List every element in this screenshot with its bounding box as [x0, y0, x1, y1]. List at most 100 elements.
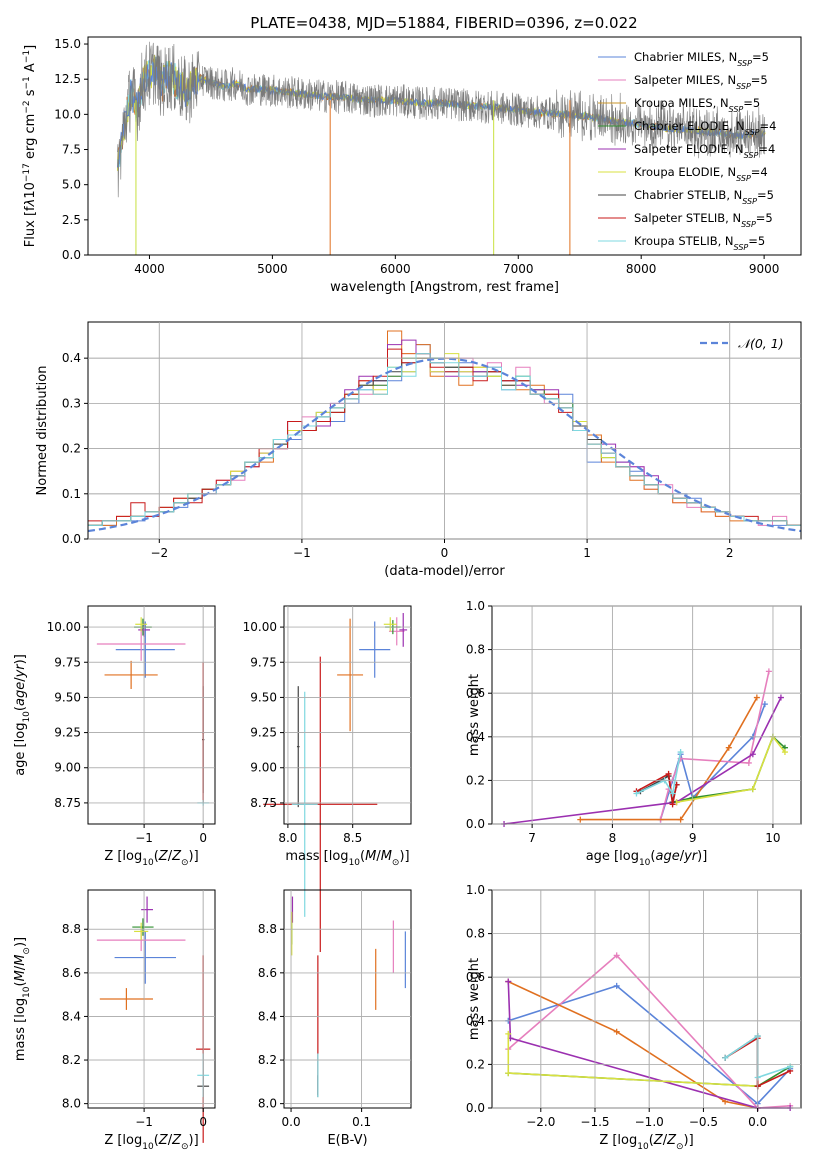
chart-residual-histogram: −2 −1 0 1 2 0.0 0.1 0.2 0.3 0.4 (data-model)/error…	[35, 321, 802, 579]
chart-mass-vs-EBV: 0.0 0.1 8.0 8.2 8.4 8.6 8.8 E(B-V)	[258, 889, 412, 1148]
legend-label: Kroupa STELIB, NSSP=5	[634, 234, 765, 252]
x-tick-label: −1	[293, 546, 311, 560]
x-tick-label: 4000	[134, 262, 165, 276]
y-tick-label: 7.5	[62, 143, 81, 157]
legend-label: 𝒩(0, 1)	[738, 336, 784, 351]
y-tick-label: 0.6	[466, 970, 485, 984]
series-line	[507, 980, 758, 1109]
x-axis-label: wavelength [Angstrom, rest frame]	[330, 280, 559, 295]
legend-label: Kroupa MILES, NSSP=5	[634, 96, 760, 114]
chart-mass-vs-Z: −1 0 8.0 8.2 8.4 8.6 8.8 Z [log10(Z/Z⊙)] mass [l…	[13, 889, 216, 1152]
y-tick-label: 8.8	[258, 922, 277, 936]
series-line	[507, 954, 791, 1109]
y-tick-label: 10.00	[47, 620, 81, 634]
y-axis-label: mass weight	[467, 674, 482, 756]
x-tick-label: 8000	[626, 262, 657, 276]
y-tick-label: 0.2	[466, 1057, 485, 1071]
series-line	[636, 751, 682, 796]
x-axis-label: Z [log10(Z/Z⊙)]	[599, 1133, 693, 1152]
y-tick-label: 2.5	[62, 213, 81, 227]
series-point	[669, 790, 676, 797]
series-line	[676, 735, 786, 803]
y-axis-label: mass weight	[467, 958, 482, 1040]
y-tick-label: 9.25	[54, 726, 81, 740]
series-point	[613, 982, 620, 989]
y-tick-label: 0.8	[466, 643, 485, 657]
y-tick-label: 0.1	[62, 487, 81, 501]
y-tick-label: 12.5	[54, 72, 81, 86]
y-tick-label: 9.75	[54, 655, 81, 669]
x-axis-label: Z [log10(Z/Z⊙)]	[104, 1133, 198, 1152]
x-tick-label: 7	[528, 831, 536, 845]
y-tick-label: 0.0	[62, 532, 81, 546]
x-tick-label: −0.5	[689, 1115, 718, 1129]
panels: 4000 5000 6000 7000 8000 90000.02.55.07.510.0…	[13, 36, 802, 1152]
chart-spectrum: 4000 5000 6000 7000 8000 9000 0.0 2.5 5.0 7.5 10.0…	[22, 36, 802, 295]
y-tick-label: 9.00	[54, 761, 81, 775]
y-tick-label: 0.4	[466, 730, 485, 744]
series-point	[725, 744, 732, 751]
y-tick-label: 10.0	[54, 107, 81, 121]
x-tick-label: 0	[199, 831, 207, 845]
axes-frame	[283, 605, 412, 825]
y-tick-label: 8.4	[62, 1009, 81, 1023]
x-tick-label: 10	[765, 831, 780, 845]
y-tick-label: 9.25	[250, 726, 277, 740]
y-tick-label: 1.0	[466, 883, 485, 897]
x-axis-label: mass [log10(M/M⊙)]	[285, 849, 409, 868]
x-tick-label: 0	[441, 546, 449, 560]
x-tick-label: 8.5	[343, 831, 362, 845]
axes-frame	[491, 605, 802, 825]
series-point	[613, 952, 620, 959]
y-tick-label: 0.3	[62, 396, 81, 410]
x-tick-label: 0	[199, 1115, 207, 1129]
series-point	[745, 759, 752, 766]
series-point	[669, 801, 676, 808]
y-tick-label: 9.50	[250, 690, 277, 704]
y-axis-label: mass [log10(M/M⊙)]	[13, 937, 32, 1061]
figure-title: PLATE=0438, MJD=51884, FIBERID=0396, z=0…	[250, 14, 637, 32]
y-tick-label: 15.0	[54, 37, 81, 51]
series-point	[505, 978, 512, 985]
x-tick-label: 7000	[503, 262, 534, 276]
y-axis-label: Normed distribution	[35, 366, 50, 496]
legend-label: Salpeter ELODIE, NSSP=4	[634, 142, 775, 160]
y-tick-label: 0.8	[466, 927, 485, 941]
legend-label: Kroupa ELODIE, NSSP=4	[634, 165, 768, 183]
series-line	[503, 697, 782, 825]
series-point	[665, 770, 672, 777]
y-axis-label: age [log10(age/yr)]	[13, 654, 32, 776]
chart-mass-weight-vs-Z: −2.0 −1.5 −1.0 −0.5 0.0 0.0 0.2 0.4 0.6 0.8 1.0 Z […	[466, 883, 802, 1152]
series-point	[633, 790, 640, 797]
series-point	[765, 668, 772, 675]
y-tick-label: 0.2	[62, 442, 81, 456]
legend-label: Chabrier MILES, NSSP=5	[634, 50, 769, 68]
x-tick-label: 8	[609, 831, 617, 845]
legend-label: Chabrier ELODIE, NSSP=4	[634, 119, 776, 137]
y-tick-label: 9.50	[54, 690, 81, 704]
x-tick-label: −1	[135, 1115, 153, 1129]
y-tick-label: 8.75	[250, 796, 277, 810]
series-line	[508, 985, 791, 1105]
series-point	[749, 786, 756, 793]
chart-mass-weight-vs-age: 7 8 9 10 0.0 0.2 0.4 0.6 0.8 1.0 age [log10(age/yr…	[466, 599, 802, 868]
axes-frame	[87, 36, 802, 256]
legend: Chabrier MILES, NSSP=5 Salpeter MILES, NS…	[598, 50, 776, 252]
y-tick-label: 8.75	[54, 796, 81, 810]
y-tick-label: 10.00	[243, 620, 277, 634]
x-axis-label: Z [log10(Z/Z⊙)]	[104, 849, 198, 868]
series-point	[577, 816, 584, 823]
x-axis-label: age [log10(age/yr)]	[586, 849, 708, 868]
y-tick-label: 0.0	[466, 817, 485, 831]
series-point	[613, 1028, 620, 1035]
chart-age-vs-mass: 8.0 8.5 8.75 9.00 9.25 9.50 9.75 10.00 mass [log…	[243, 605, 412, 952]
axes-frame	[283, 889, 412, 1109]
series-point	[505, 1070, 512, 1077]
x-tick-label: 1	[583, 546, 591, 560]
y-tick-label: 9.75	[250, 655, 277, 669]
x-tick-label: 0.0	[748, 1115, 767, 1129]
y-tick-label: 8.0	[62, 1097, 81, 1111]
series-point	[777, 694, 784, 701]
series-line	[659, 671, 770, 820]
y-tick-label: 8.6	[62, 966, 81, 980]
